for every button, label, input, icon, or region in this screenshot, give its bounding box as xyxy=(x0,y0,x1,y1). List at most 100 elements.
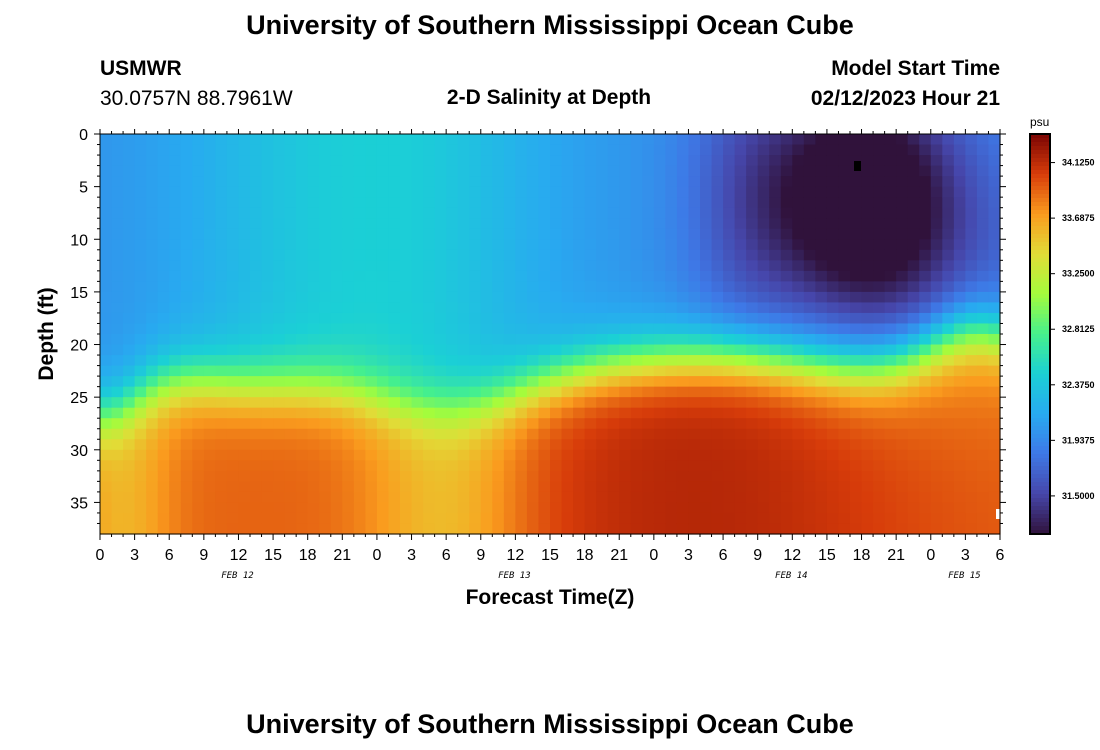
x-tick-label: 21 xyxy=(887,547,905,564)
heatmap-cell xyxy=(492,386,505,398)
heatmap-cell xyxy=(226,239,240,251)
heatmap-cell xyxy=(180,449,193,461)
heatmap-cell xyxy=(988,186,1001,198)
heatmap-cell xyxy=(780,144,793,156)
heatmap-cell xyxy=(123,239,136,251)
heatmap-cell xyxy=(884,512,897,525)
y-tick-label: 25 xyxy=(70,390,88,407)
heatmap-cell xyxy=(111,407,124,419)
heatmap-cell xyxy=(296,449,309,461)
heatmap-cell xyxy=(550,228,563,240)
heatmap-cell xyxy=(134,239,147,251)
heatmap-cell xyxy=(146,228,159,240)
heatmap-cell xyxy=(873,355,886,367)
heatmap-cell xyxy=(826,460,840,472)
heatmap-cell xyxy=(907,218,920,230)
heatmap-cell xyxy=(457,407,470,419)
heatmap-cell xyxy=(792,155,805,167)
heatmap-cell xyxy=(850,312,863,325)
colorbar-segment xyxy=(1030,138,1050,143)
heatmap-cell xyxy=(446,218,459,230)
heatmap-cell xyxy=(226,260,240,272)
heatmap-cell xyxy=(146,239,159,251)
heatmap-cell xyxy=(607,407,620,419)
heatmap-cell xyxy=(700,186,713,198)
heatmap-cell xyxy=(169,239,182,251)
heatmap-cell xyxy=(630,481,643,493)
heatmap-cell xyxy=(434,144,447,156)
heatmap-cell xyxy=(261,502,274,514)
heatmap-cell xyxy=(365,155,378,167)
heatmap-cell xyxy=(157,144,170,156)
heatmap-surface xyxy=(100,134,1001,535)
heatmap-cell xyxy=(388,344,401,356)
heatmap-cell xyxy=(457,365,470,377)
heatmap-cell xyxy=(319,470,332,482)
heatmap-cell xyxy=(192,334,205,346)
heatmap-cell xyxy=(307,176,320,188)
heatmap-cell xyxy=(688,386,701,398)
heatmap-cell xyxy=(388,281,401,293)
heatmap-cell xyxy=(342,281,355,293)
heatmap-cell xyxy=(861,512,874,525)
heatmap-cell xyxy=(365,344,378,356)
heatmap-cell xyxy=(353,312,366,325)
heatmap-cell xyxy=(596,144,609,156)
heatmap-cell xyxy=(953,334,966,346)
heatmap-cell xyxy=(492,302,505,314)
heatmap-cell xyxy=(861,355,874,367)
heatmap-cell xyxy=(873,334,886,346)
heatmap-cell xyxy=(492,407,505,419)
heatmap-cell xyxy=(238,218,251,230)
heatmap-cell xyxy=(157,228,170,240)
heatmap-cell xyxy=(896,470,909,482)
heatmap-cell xyxy=(838,460,851,472)
heatmap-cell xyxy=(688,165,701,177)
heatmap-cell xyxy=(226,155,240,167)
heatmap-cell xyxy=(873,176,886,188)
colorbar-segment xyxy=(1030,438,1050,443)
heatmap-cell xyxy=(769,228,782,240)
heatmap-cell xyxy=(607,491,620,504)
heatmap-cell xyxy=(157,428,170,440)
heatmap-cell xyxy=(757,502,770,514)
heatmap-cell xyxy=(307,239,320,251)
heatmap-cell xyxy=(100,270,113,282)
heatmap-cell xyxy=(157,207,170,219)
heatmap-cell xyxy=(261,155,274,167)
heatmap-cell xyxy=(515,439,528,451)
heatmap-cell xyxy=(469,186,482,198)
heatmap-cell xyxy=(215,449,228,461)
heatmap-cell xyxy=(319,355,332,367)
heatmap-cell xyxy=(884,228,897,240)
heatmap-cell xyxy=(642,365,655,377)
heatmap-cell xyxy=(238,449,251,461)
heatmap-cell xyxy=(746,207,759,219)
heatmap-cell xyxy=(284,312,297,325)
heatmap-cell xyxy=(480,197,493,209)
heatmap-cell xyxy=(457,397,470,409)
heatmap-cell xyxy=(573,249,586,261)
heatmap-cell xyxy=(550,523,563,535)
heatmap-cell xyxy=(180,460,193,472)
heatmap-cell xyxy=(100,365,113,377)
heatmap-cell xyxy=(319,134,332,146)
heatmap-cell xyxy=(711,491,724,504)
heatmap-cell xyxy=(469,481,482,493)
colorbar-segment xyxy=(1030,142,1050,147)
heatmap-cell xyxy=(896,176,909,188)
heatmap-cell xyxy=(503,144,516,156)
heatmap-cell xyxy=(573,281,586,293)
heatmap-cell xyxy=(596,365,609,377)
heatmap-cell xyxy=(665,481,678,493)
heatmap-cell xyxy=(919,428,932,440)
heatmap-cell xyxy=(411,386,424,398)
heatmap-cell xyxy=(180,376,193,388)
heatmap-cell xyxy=(342,165,355,177)
heatmap-cell xyxy=(965,281,978,293)
heatmap-cell xyxy=(388,312,401,325)
heatmap-cell xyxy=(411,439,424,451)
heatmap-cell xyxy=(388,481,401,493)
heatmap-cell xyxy=(619,228,632,240)
